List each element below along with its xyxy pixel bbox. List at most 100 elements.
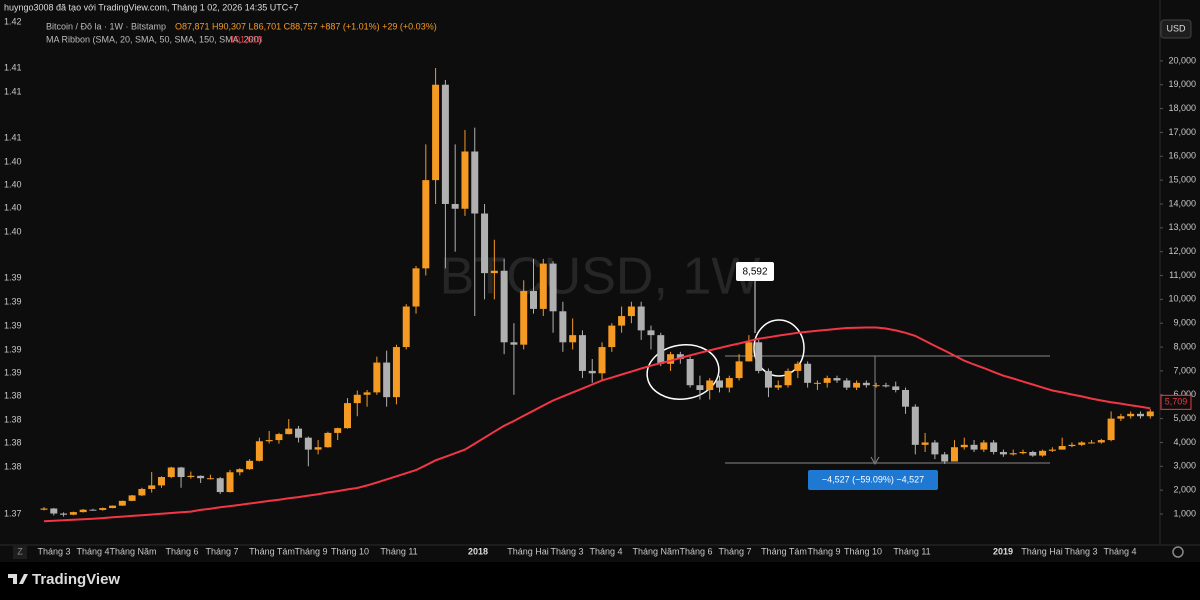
candle-body [40, 508, 48, 510]
left-axis-label: 1.39 [4, 344, 22, 354]
candle-body [89, 509, 97, 511]
left-axis-label: 1.39 [4, 320, 22, 330]
candle-body [921, 442, 929, 445]
candle-body [618, 316, 626, 326]
candle-body [598, 347, 606, 374]
candle-body [1009, 453, 1017, 455]
candle-body [353, 394, 361, 404]
candle-body [774, 385, 782, 388]
y-tick-label: 10,000 [1168, 294, 1196, 304]
ma-legend: MA Ribbon (SMA, 20, SMA, 50, SMA, 150, S… [46, 34, 262, 44]
candle-body [676, 354, 684, 359]
candle-body [471, 151, 479, 214]
y-tick-label: 2,000 [1173, 485, 1196, 495]
x-tick-label: Tháng 7 [718, 546, 751, 556]
candle-body [128, 495, 136, 501]
x-tick-label: Tháng 9 [294, 546, 327, 556]
candle-body [696, 385, 704, 390]
candle-body [530, 291, 537, 309]
candle-body [608, 325, 616, 348]
left-axis-label: 1.40 [4, 179, 22, 189]
x-tick-label: 2018 [468, 546, 488, 556]
x-tick-label: Tháng 10 [331, 546, 369, 556]
x-tick-label: Tháng 9 [807, 546, 840, 556]
logo-mark [8, 574, 28, 584]
candle-body [745, 342, 753, 362]
candle-body [490, 270, 498, 274]
candle-body [314, 447, 322, 450]
candle-body [588, 370, 596, 374]
candle-body [363, 392, 371, 395]
ma-line [43, 326, 1151, 523]
x-tick-label: Tháng 3 [37, 546, 70, 556]
chart-background [0, 0, 1200, 562]
candle-body [569, 335, 577, 343]
candle-body [206, 478, 214, 480]
left-axis-label: 1.40 [4, 202, 22, 212]
candle-body [109, 505, 117, 509]
candle-body [872, 385, 880, 387]
candle-body [255, 441, 263, 461]
candle-body [1107, 418, 1115, 441]
symbol: Bitcoin / Đô la · 1W · Bitstamp [46, 21, 166, 31]
candle-body [99, 508, 107, 510]
candle-body [236, 469, 244, 473]
drawn-circle [646, 344, 720, 400]
y-tick-label: 16,000 [1168, 151, 1196, 161]
candle-body [578, 335, 586, 371]
zoom-label[interactable]: Z [17, 546, 23, 556]
candle-body [69, 512, 77, 515]
y-tick-label: 12,000 [1168, 246, 1196, 256]
candle-body [716, 380, 724, 388]
candle-body [980, 442, 988, 450]
settings-icon[interactable] [1172, 546, 1184, 558]
x-tick-label: Tháng Tám [761, 546, 807, 556]
candle-body [1117, 416, 1125, 419]
x-tick-label: Tháng 11 [893, 546, 930, 556]
candle-body [60, 513, 68, 515]
candle-body [706, 380, 714, 390]
candle-body [295, 428, 303, 438]
y-tick-label: 6,000 [1173, 389, 1196, 399]
candle-body [461, 151, 469, 209]
candle-body [784, 370, 792, 386]
y-tick-label: 8,000 [1173, 341, 1196, 351]
candle-body [911, 406, 919, 445]
candle-body [853, 382, 861, 388]
left-axis-label: 1.40 [4, 226, 22, 236]
x-tick-label: Tháng 3 [1064, 546, 1097, 556]
candle-body [343, 403, 351, 429]
zoom-button[interactable] [13, 545, 27, 559]
y-tick-label: 4,000 [1173, 437, 1196, 447]
candle-body [559, 311, 567, 343]
candle-body [1019, 451, 1027, 454]
currency[interactable]: USD [1166, 23, 1186, 33]
candle-body [422, 180, 430, 269]
candle-body [216, 478, 224, 493]
currency-box[interactable] [1160, 19, 1192, 39]
candle-body [931, 442, 939, 455]
candle-body [197, 475, 205, 479]
price-label-box [1160, 394, 1192, 410]
candle-body [764, 370, 772, 388]
candle-body [843, 380, 851, 388]
candle-body [804, 363, 812, 383]
x-tick-label: Tháng 4 [1103, 546, 1136, 556]
candle-body [970, 444, 978, 450]
candle-body [686, 358, 694, 386]
candle-body [1097, 440, 1105, 443]
candle-body [138, 488, 146, 496]
candle-body [50, 508, 58, 514]
author-line: huyngo3008 đã tạo với TradingView.com, T… [4, 2, 299, 12]
candle-body [324, 432, 332, 448]
left-axis-label: 1.39 [4, 296, 22, 306]
brand-logo [8, 574, 28, 584]
candle-body [1039, 450, 1047, 456]
y-tick-label: 7,000 [1173, 365, 1196, 375]
candle-body [892, 386, 900, 390]
brand: TradingView [32, 571, 120, 588]
x-tick-label: Tháng Năm [109, 546, 156, 556]
candle-body [990, 442, 998, 452]
y-tick-label: 1,000 [1173, 508, 1196, 518]
